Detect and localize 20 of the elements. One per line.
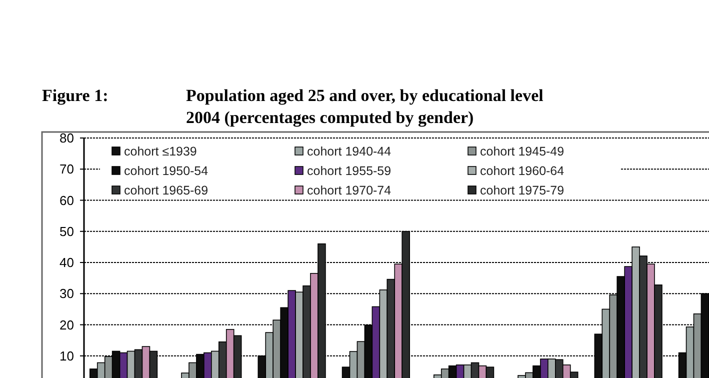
- y-tick-label: 20: [60, 317, 74, 332]
- legend-label: cohort 1960-64: [480, 164, 564, 178]
- legend-label: cohort ≤1939: [124, 144, 197, 158]
- y-tick-label: 60: [60, 192, 74, 208]
- chart-title: Population aged 25 and over, by educational level: [186, 86, 544, 105]
- y-tick-label: 30: [60, 286, 74, 302]
- caption: Figure 1:: [42, 86, 108, 105]
- y-tick-label: 70: [60, 162, 74, 177]
- chart-subtitle: 2004 (percentages computed by gender): [186, 108, 474, 127]
- legend-label: cohort 1955-59: [307, 164, 392, 178]
- y-tick-label: 50: [60, 224, 74, 239]
- y-tick-label: 10: [60, 348, 74, 364]
- legend-label: cohort 1945-49: [480, 144, 564, 158]
- legend-label: cohort 1970-74: [307, 183, 392, 198]
- legend-label: cohort 1965-69: [124, 183, 208, 198]
- legend-label: cohort 1940-44: [307, 144, 392, 158]
- legend-label: cohort 1975-79: [480, 183, 564, 198]
- legend-label: cohort 1950-54: [124, 164, 208, 178]
- y-tick-label: 40: [60, 255, 74, 270]
- y-tick-label: 80: [60, 130, 74, 146]
